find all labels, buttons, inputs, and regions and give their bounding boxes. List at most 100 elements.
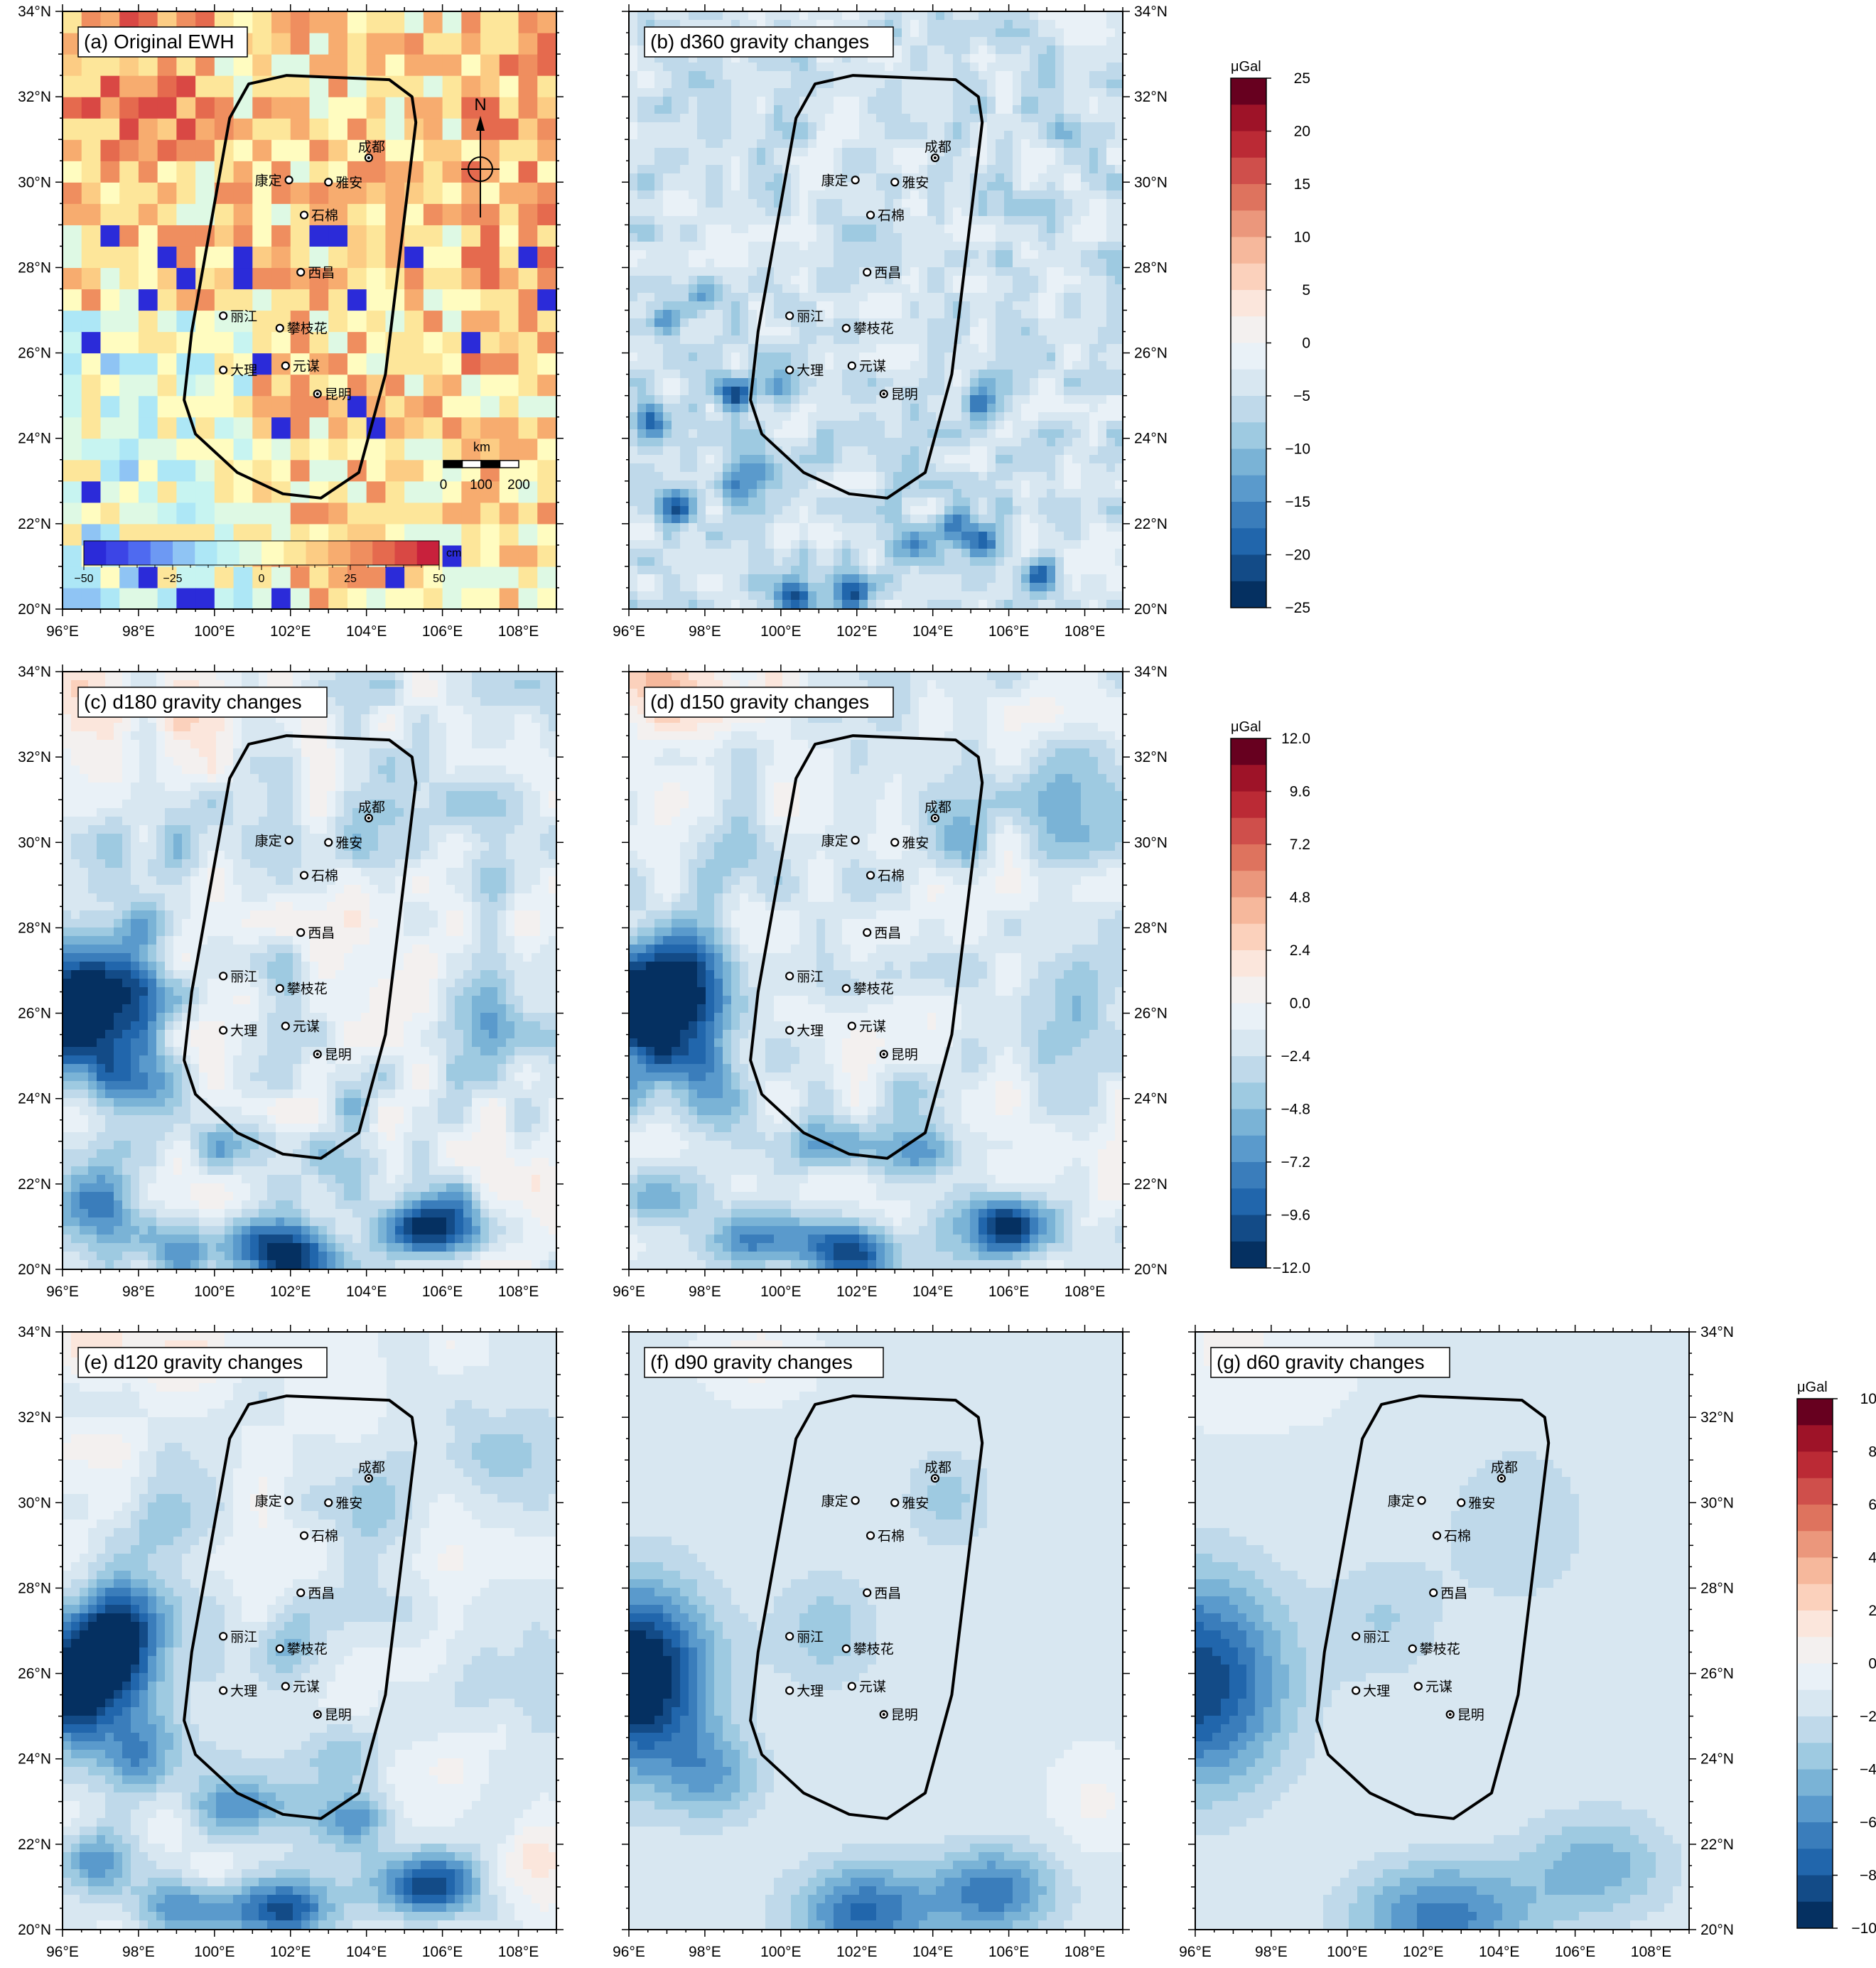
panel-title: (g) d60 gravity changes — [1217, 1351, 1425, 1373]
colorbar-2: 12.0 9.6 7.2 4.8 2.4 0.0 −2.4 −4.8 −7.2 −9.6 −12.0… — [1230, 719, 1311, 1276]
city-marker — [785, 311, 794, 321]
colorbar-swatch — [1231, 104, 1266, 131]
city-label: 丽江 — [797, 1629, 824, 1645]
colorbar-unit: μGal — [1231, 719, 1261, 735]
x-tick-label: 104°E — [912, 623, 953, 640]
city-label: 雅安 — [902, 1495, 929, 1511]
colorbar-swatch — [1797, 1901, 1833, 1929]
x-tick-label: 106°E — [988, 1944, 1029, 1960]
ewh-colorbar-swatch — [128, 541, 151, 565]
colorbar-swatch — [1231, 791, 1266, 819]
city-label: 成都 — [924, 800, 952, 815]
city-marker — [863, 927, 872, 937]
x-tick-label: 106°E — [1555, 1944, 1595, 1960]
colorbar-label: 12.0 — [1281, 731, 1310, 747]
ewh-colorbar-swatch — [262, 541, 284, 565]
y-tick-label: 22°N — [18, 1837, 51, 1853]
city-label: 康定 — [255, 173, 282, 188]
x-tick-label: 106°E — [422, 1284, 463, 1300]
city-label: 丽江 — [230, 969, 257, 984]
x-tick-label: 96°E — [613, 623, 645, 640]
ewh-colorbar-swatch — [195, 541, 217, 565]
y-tick-label: 28°N — [1700, 1580, 1734, 1596]
panel-title: (b) d360 gravity changes — [650, 31, 869, 53]
colorbar-swatch — [1797, 1451, 1833, 1479]
colorbar-swatch — [1231, 475, 1266, 502]
colorbar-swatch — [1231, 1109, 1266, 1136]
y-tick-label: 20°N — [18, 601, 51, 618]
colorbar-label: 5 — [1302, 282, 1310, 299]
colorbar-swatch — [1231, 528, 1266, 555]
capital-dot — [367, 817, 370, 820]
x-tick-label: 98°E — [689, 1944, 721, 1960]
city-label: 康定 — [1388, 1493, 1415, 1509]
panel-title-box — [644, 1347, 884, 1378]
y-tick-label: 34°N — [1700, 1324, 1734, 1340]
y-tick-label: 20°N — [18, 1922, 51, 1938]
colorbar-swatch — [1231, 554, 1266, 582]
colorbar-swatch — [1797, 1716, 1833, 1743]
city-label: 昆明 — [891, 387, 918, 402]
ewh-colorbar-swatch — [416, 541, 440, 565]
city-label: 攀枝花 — [287, 982, 328, 997]
y-tick-label: 20°N — [1134, 601, 1168, 618]
colorbar-swatch — [1231, 290, 1266, 317]
y-tick-label: 32°N — [18, 1409, 51, 1426]
colorbar-swatch — [1231, 1056, 1266, 1083]
x-tick-label: 98°E — [122, 1944, 155, 1960]
city-marker — [866, 210, 875, 220]
city-marker — [847, 1021, 856, 1031]
y-tick-label: 26°N — [18, 1006, 51, 1022]
colorbar-3: 10 8 6 4 2 0 −2 −4 −6 −8 −10 μGal — [1796, 1380, 1876, 1937]
city-label: 成都 — [924, 139, 952, 155]
panel-title: (a) Original EWH — [84, 31, 234, 53]
x-tick-label: 100°E — [194, 1944, 234, 1960]
field-f — [629, 1332, 1123, 1930]
colorbar-swatch — [1797, 1505, 1833, 1532]
colorbar-label: −2.4 — [1281, 1048, 1311, 1065]
colorbar-label: 8 — [1868, 1444, 1876, 1461]
city-marker — [847, 1682, 856, 1691]
city-label: 石棉 — [311, 208, 338, 224]
city-label: 雅安 — [1468, 1495, 1495, 1511]
colorbar-swatch — [1231, 210, 1266, 237]
x-tick-label: 108°E — [498, 1944, 539, 1960]
y-tick-label: 32°N — [1134, 89, 1168, 105]
x-tick-label: 102°E — [836, 623, 877, 640]
city-marker — [851, 176, 860, 185]
city-label: 石棉 — [311, 1529, 338, 1544]
scale-bar-label: 100 — [470, 478, 492, 493]
colorbar-label: 2.4 — [1290, 942, 1311, 959]
capital-dot — [933, 1477, 937, 1480]
capital-dot — [1448, 1713, 1452, 1716]
capital-dot — [367, 1477, 370, 1480]
panel-title: (f) d90 gravity changes — [650, 1351, 853, 1373]
scale-bar-segment — [443, 460, 463, 468]
panel-title: (d) d150 gravity changes — [650, 691, 869, 713]
city-marker — [281, 361, 290, 370]
x-tick-label: 100°E — [1327, 1944, 1367, 1960]
city-marker — [890, 1498, 900, 1507]
x-tick-label: 108°E — [1064, 1944, 1105, 1960]
city-label: 成都 — [924, 1460, 952, 1475]
colorbar-swatch — [1231, 343, 1266, 370]
y-tick-label: 24°N — [18, 1751, 51, 1768]
colorbar-label: 9.6 — [1290, 784, 1310, 800]
colorbar-label: −12.0 — [1273, 1260, 1310, 1276]
y-tick-label: 34°N — [18, 4, 51, 20]
colorbar-label: 0 — [1868, 1656, 1876, 1672]
y-tick-label: 28°N — [18, 259, 51, 276]
field-c — [63, 672, 556, 1269]
city-marker — [275, 984, 284, 993]
north-arrow-label: N — [474, 95, 486, 114]
ewh-colorbar-swatch — [328, 541, 351, 565]
colorbar-swatch — [1797, 1875, 1833, 1903]
capital-dot — [933, 156, 937, 160]
city-label: 西昌 — [874, 265, 901, 281]
colorbar-swatch — [1231, 871, 1266, 898]
study-region-outline — [183, 74, 418, 500]
scale-bar-unit: km — [473, 440, 490, 454]
x-tick-label: 106°E — [988, 623, 1029, 640]
